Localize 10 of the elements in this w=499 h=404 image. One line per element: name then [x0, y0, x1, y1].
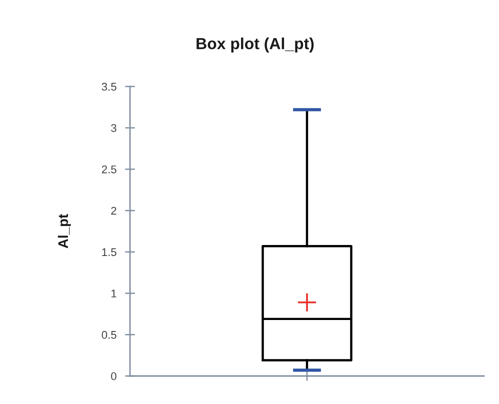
y-tick-label: 1 [111, 290, 116, 298]
y-axis-title: Al_pt [58, 214, 71, 248]
y-tick-label: 3 [111, 124, 116, 132]
y-tick-label: 0 [111, 372, 116, 380]
y-tick-label: 0.5 [102, 330, 116, 339]
chart-title: Box plot (Al_pt) [196, 38, 314, 52]
y-tick-label: 3.5 [102, 82, 116, 91]
y-tick-label: 1.5 [102, 248, 116, 256]
y-tick-label: 2 [111, 206, 116, 215]
y-tick-label: 2.5 [102, 165, 116, 174]
